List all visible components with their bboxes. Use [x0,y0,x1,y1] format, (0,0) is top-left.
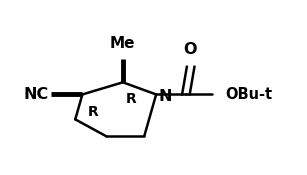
Text: OBu-t: OBu-t [226,87,273,102]
Text: NC: NC [24,87,49,102]
Text: O: O [183,42,197,57]
Text: Me: Me [110,36,136,51]
Text: R: R [88,105,99,119]
Text: N: N [158,89,172,104]
Text: R: R [126,92,137,106]
